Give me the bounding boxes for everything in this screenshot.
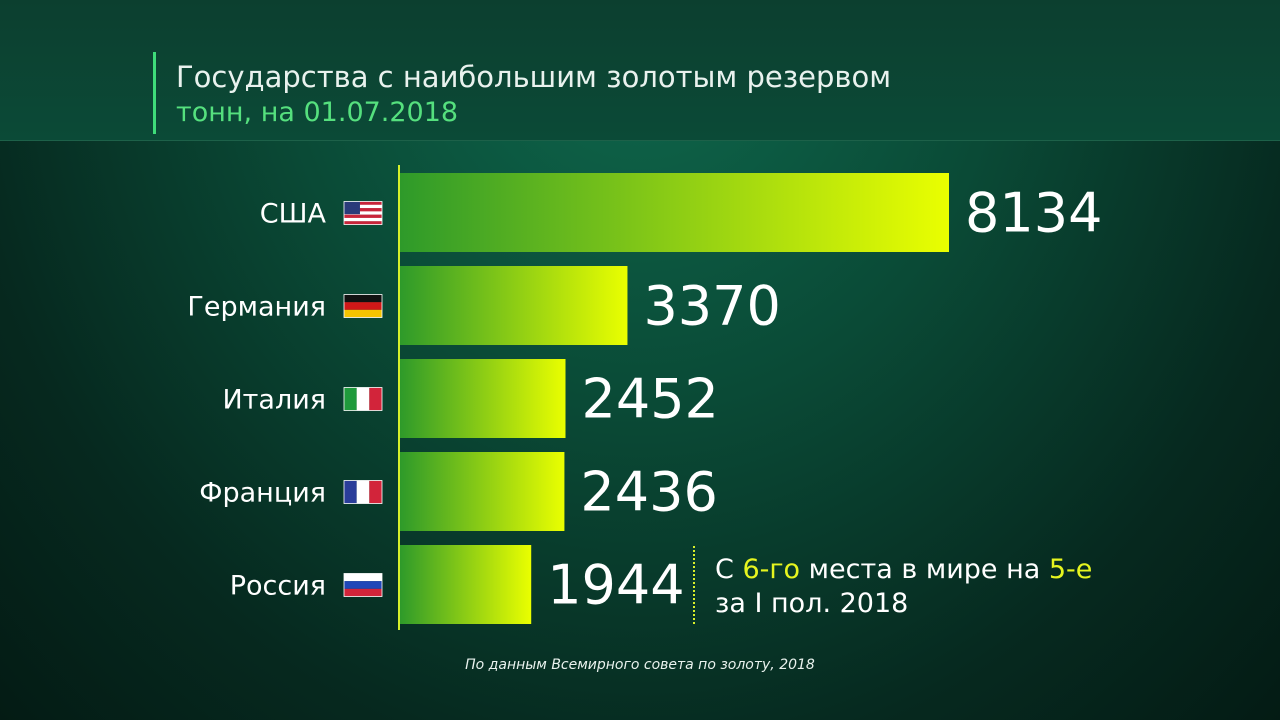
italy-flag-icon: [343, 387, 383, 411]
usa-flag-icon: [343, 201, 383, 225]
source-caption: По данным Всемирного совета по золоту, 2…: [465, 657, 815, 673]
category-label-4: Франция: [199, 478, 326, 509]
bar-4: [400, 452, 565, 531]
bar-1: [400, 173, 949, 252]
header-band: [0, 0, 1280, 141]
note-divider: [693, 546, 695, 624]
note-line-2: за I пол. 2018: [715, 588, 909, 619]
category-label-5: Россия: [230, 571, 326, 602]
data-label-3: 2452: [581, 368, 718, 431]
data-label-1: 8134: [965, 182, 1102, 245]
data-label-2: 3370: [643, 275, 780, 338]
note-text-2: места в мире на: [800, 554, 1049, 585]
russia-note: С 6-го места в мире на 5-е за I пол. 201…: [715, 553, 1092, 621]
data-label-4: 2436: [580, 461, 717, 524]
chart-subtitle: тонн, на 01.07.2018: [176, 97, 459, 128]
category-label-3: Италия: [222, 385, 326, 416]
bar-5: [400, 545, 532, 624]
france-flag-icon: [343, 480, 383, 504]
chart-title: Государства с наибольшим золотым резерво…: [176, 60, 892, 94]
bar-2: [400, 266, 628, 345]
title-accent-rule: [153, 52, 156, 134]
note-rank-to: 5-е: [1048, 554, 1093, 585]
note-text-1: С: [715, 554, 743, 585]
category-label-1: США: [260, 199, 327, 230]
data-label-5: 1944: [547, 554, 684, 617]
russia-flag-icon: [343, 573, 383, 597]
note-rank-from: 6-го: [742, 554, 801, 585]
bar-3: [400, 359, 566, 438]
germany-flag-icon: [343, 294, 383, 318]
category-label-2: Германия: [187, 292, 326, 323]
